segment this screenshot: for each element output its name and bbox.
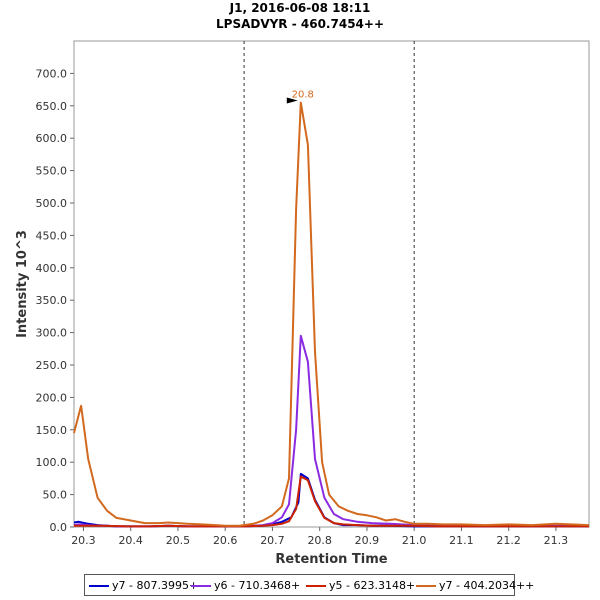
legend-swatch (89, 584, 109, 587)
chart-legend: y7 - 807.3995+ y6 - 710.3468+ y5 - 623.314… (84, 574, 534, 596)
x-tick-label: 20.6 (213, 534, 238, 547)
y-tick-label: 250.0 (36, 359, 68, 372)
y-tick-label: 350.0 (36, 294, 68, 307)
x-tick-label: 20.9 (355, 534, 380, 547)
y-tick-label: 600.0 (36, 132, 68, 145)
x-tick-label: 21.2 (496, 534, 521, 547)
y-tick-label: 550.0 (36, 165, 68, 178)
x-tick-label: 20.8 (307, 534, 332, 547)
x-tick-label: 21.3 (544, 534, 569, 547)
legend-label: y7 - 404.2034++ (439, 579, 535, 592)
x-tick-label: 20.5 (166, 534, 191, 547)
chart-title: J1, 2016-06-08 18:11 (229, 1, 371, 15)
x-tick-label: 20.3 (71, 534, 96, 547)
legend-swatch (416, 584, 436, 587)
legend-label: y7 - 807.3995+ (112, 579, 199, 592)
x-tick-label: 20.4 (118, 534, 143, 547)
y-tick-label: 150.0 (36, 424, 68, 437)
y-tick-label: 50.0 (43, 489, 68, 502)
legend-item-1: y7 - 807.3995+ (89, 579, 198, 592)
chromatogram-chart: 0.0 50.0 100.0 150.0 200.0 250.0 300.0 350.0 400… (15, 40, 590, 567)
x-tick-label: 21.1 (449, 534, 474, 547)
legend-item-3: y5 - 623.3148+ (306, 579, 415, 592)
y-tick-label: 450.0 (36, 229, 68, 242)
legend-label: y6 - 710.3468+ (214, 579, 301, 592)
x-tick-label: 21.0 (402, 534, 427, 547)
y-tick-label: 0.0 (50, 521, 68, 534)
y-tick-label: 700.0 (36, 67, 68, 80)
chart-subtitle: LPSADVYR - 460.7454++ (216, 17, 384, 31)
legend-item-2: y6 - 710.3468+ (191, 579, 300, 592)
series-line-4 (73, 101, 590, 527)
peak-label: 20.8 (292, 90, 314, 101)
legend-label: y5 - 623.3148+ (329, 579, 416, 592)
y-tick-label: 500.0 (36, 197, 68, 210)
peak-arrow-icon (286, 97, 298, 104)
series-line-3 (74, 475, 589, 528)
y-tick-label: 200.0 (36, 391, 68, 404)
legend-swatch (191, 584, 211, 587)
x-axis-label: Retention Time (275, 552, 387, 567)
y-tick-label: 300.0 (36, 327, 68, 340)
x-tick-label: 20.7 (260, 534, 285, 547)
y-tick-label: 650.0 (36, 100, 68, 113)
legend-swatch (306, 584, 326, 587)
plot-area (73, 40, 590, 528)
legend-item-4: y7 - 404.2034++ (416, 579, 534, 592)
y-tick-label: 400.0 (36, 262, 68, 275)
y-tick-label: 100.0 (36, 456, 68, 469)
y-axis-label: Intensity 10^3 (15, 230, 30, 338)
